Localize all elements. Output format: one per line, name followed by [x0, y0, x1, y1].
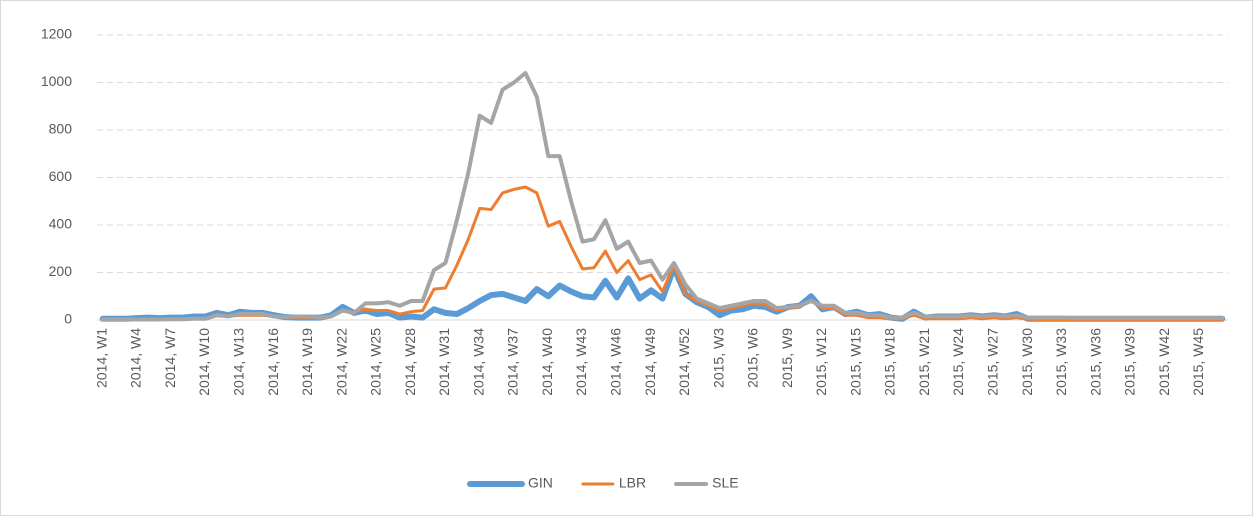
x-tick-label: 2014, W37 [505, 328, 521, 396]
x-tick-label: 2015, W15 [847, 328, 863, 396]
x-tick-label: 2015, W42 [1156, 328, 1172, 396]
x-tick-label: 2014, W52 [676, 328, 692, 396]
x-tick-label: 2015, W36 [1087, 328, 1103, 396]
x-tick-label: 2014, W49 [642, 328, 658, 396]
x-tick-label: 2014, W13 [231, 328, 247, 396]
x-tick-label: 2014, W1 [93, 328, 109, 388]
series-line [100, 71, 1225, 322]
x-tick-label: 2014, W31 [436, 328, 452, 396]
x-tick-label: 2014, W19 [299, 328, 315, 396]
legend-label: LBR [619, 475, 646, 491]
x-tick-label: 2015, W6 [745, 328, 761, 388]
x-tick-label: 2014, W4 [128, 328, 144, 388]
x-tick-label: 2015, W45 [1190, 328, 1206, 396]
y-tick-label: 200 [49, 263, 73, 279]
x-tick-label: 2015, W18 [882, 328, 898, 396]
x-tick-label: 2014, W40 [539, 328, 555, 396]
x-tick-label: 2015, W21 [916, 328, 932, 396]
legend-label: GIN [528, 475, 553, 491]
x-tick-label: 2015, W39 [1122, 328, 1138, 396]
x-tick-label: 2014, W28 [402, 328, 418, 396]
y-tick-label: 1000 [41, 73, 72, 89]
x-tick-label: 2014, W46 [608, 328, 624, 396]
y-tick-label: 0 [64, 311, 72, 327]
x-tick-label: 2015, W30 [1019, 328, 1035, 396]
y-tick-label: 600 [49, 168, 73, 184]
x-tick-label: 2015, W9 [779, 328, 795, 388]
x-tick-label: 2014, W7 [162, 328, 178, 388]
x-tick-label: 2015, W3 [710, 328, 726, 388]
x-tick-label: 2014, W16 [265, 328, 281, 396]
x-tick-label: 2014, W43 [573, 328, 589, 396]
x-tick-label: 2015, W33 [1053, 328, 1069, 396]
x-tick-label: 2014, W34 [470, 328, 486, 396]
x-tick-label: 2014, W25 [368, 328, 384, 396]
x-tick-label: 2015, W12 [813, 328, 829, 396]
x-tick-label: 2015, W24 [950, 328, 966, 396]
legend-label: SLE [712, 475, 738, 491]
y-tick-label: 400 [49, 216, 73, 232]
y-tick-label: 1200 [41, 26, 72, 42]
x-tick-label: 2014, W10 [196, 328, 212, 396]
y-tick-label: 800 [49, 121, 73, 137]
x-tick-label: 2015, W27 [985, 328, 1001, 396]
x-tick-label: 2014, W22 [333, 328, 349, 396]
